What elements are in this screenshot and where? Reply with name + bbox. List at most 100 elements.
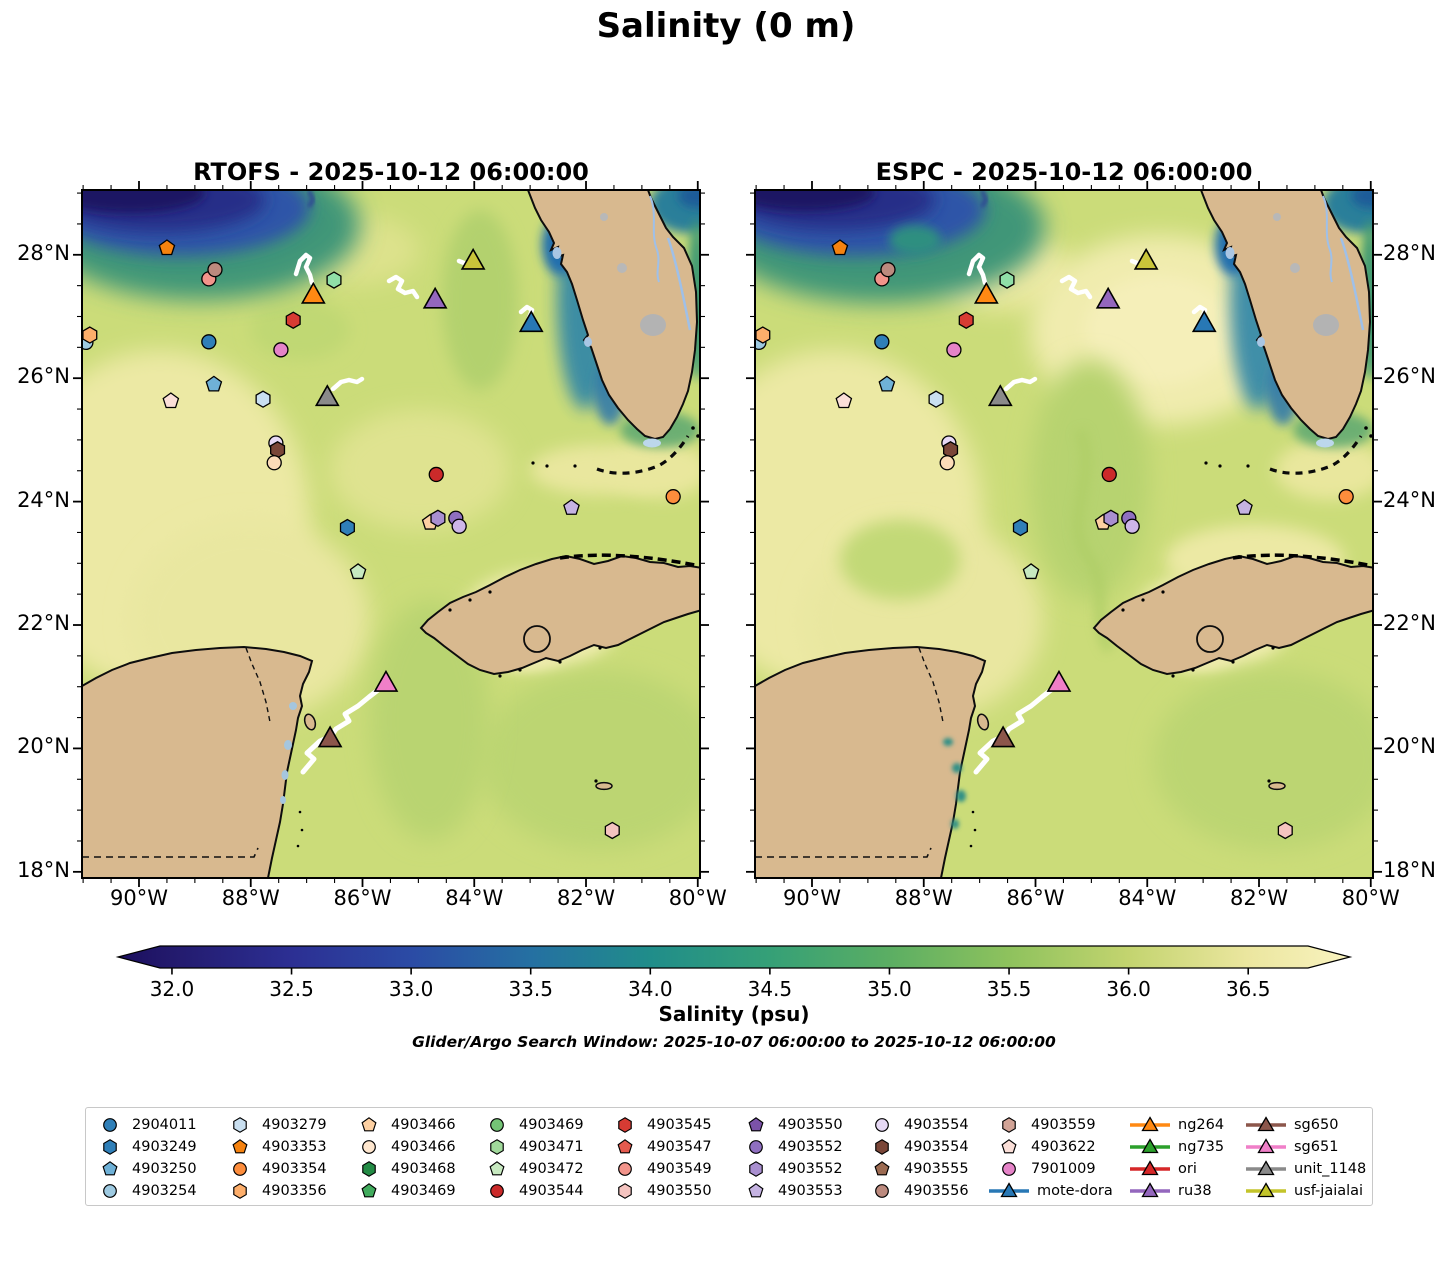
espc-panel-title: ESPC - 2025-10-12 06:00:00 <box>875 158 1253 186</box>
espc-coastal-bays <box>943 738 966 829</box>
marker-ng264 <box>973 281 999 304</box>
marker-4903471 <box>326 271 342 289</box>
marker-4903544 <box>428 466 444 483</box>
legend-marker-ru38 <box>1130 1182 1170 1198</box>
legend-label-4903279: 4903279 <box>262 1117 327 1133</box>
x-tick-label: 80°W <box>1341 886 1400 910</box>
x-tick-label: 88°W <box>221 886 280 910</box>
marker-2904011 <box>201 334 217 350</box>
legend-label-4903556: 4903556 <box>904 1183 969 1199</box>
legend-marker-4903250 <box>102 1161 118 1176</box>
legend-marker-4903468 <box>362 1161 376 1177</box>
legend-marker-sg650 <box>1246 1116 1286 1132</box>
rtofs-plot-border <box>81 189 701 879</box>
legend-marker-4903555 <box>874 1161 890 1176</box>
marker-4903466 <box>939 455 955 471</box>
marker-4903250 <box>205 375 223 392</box>
marker-4903553 <box>1236 498 1253 515</box>
colorbar-tick-label: 32.0 <box>149 977 195 1001</box>
legend-marker-4903354 <box>233 1162 247 1176</box>
colorbar-label: Salinity (psu) <box>658 1002 810 1026</box>
ng264-track <box>293 252 315 286</box>
legend-label-ng735: ng735 <box>1178 1139 1225 1155</box>
legend-marker-4903553 <box>748 1183 764 1198</box>
legend-marker-4903554 <box>875 1118 889 1132</box>
legend-label-4903254: 4903254 <box>132 1183 197 1199</box>
marker-4903554 <box>1124 518 1140 534</box>
marker-4903249 <box>339 518 355 537</box>
marker-4903545 <box>285 311 301 329</box>
x-tick-label: 84°W <box>445 886 504 910</box>
legend-label-4903555: 4903555 <box>904 1161 969 1177</box>
legend-marker-4903353 <box>232 1139 248 1154</box>
legend-marker-4903469 <box>490 1118 504 1132</box>
legend-marker-mote-dora <box>989 1182 1029 1198</box>
legend-label-4903550: 4903550 <box>778 1117 843 1133</box>
ng264-track <box>966 252 988 286</box>
marker-4903466 <box>266 455 282 471</box>
legend-label-ng264: ng264 <box>1178 1117 1225 1133</box>
sg650-sg651-track <box>973 687 1054 775</box>
legend-label-mote-dora: mote-dora <box>1037 1183 1113 1199</box>
marker-usf-jaialai <box>1133 247 1159 270</box>
colorbar-tick-label: 35.0 <box>867 977 912 1001</box>
legend-label-ori: ori <box>1178 1161 1197 1177</box>
legend-marker-4903471 <box>490 1139 504 1155</box>
marker-4903552 <box>430 509 446 528</box>
legend-marker-4903466 <box>361 1117 377 1132</box>
marker-4903356 <box>82 326 98 344</box>
legend-marker-4903356 <box>233 1183 247 1199</box>
legend-marker-unit_1148 <box>1246 1160 1286 1176</box>
marker-4903556 <box>207 261 223 278</box>
marker-4903550 <box>1277 821 1293 840</box>
y-tick-label-left: 20°N <box>17 734 70 759</box>
panel-espc <box>755 190 1373 878</box>
legend-marker-usf-jaialai <box>1246 1182 1286 1198</box>
marker-4903472 <box>1022 563 1040 580</box>
legend-label-7901009: 7901009 <box>1031 1161 1096 1177</box>
y-tick-label-left: 26°N <box>17 364 70 389</box>
figure-title: Salinity (0 m) <box>596 6 856 46</box>
legend-label-4903471: 4903471 <box>519 1139 584 1155</box>
marker-4903552 <box>1103 509 1119 528</box>
colorbar-tick-label: 34.5 <box>747 977 793 1001</box>
marker-4903556 <box>880 261 896 278</box>
marker-ru38 <box>1095 286 1121 309</box>
legend-marker-4903472 <box>489 1161 505 1176</box>
search-window-subtitle: Glider/Argo Search Window: 2025-10-07 06… <box>412 1033 1056 1051</box>
legend-label-4903549: 4903549 <box>647 1161 712 1177</box>
glider-track-ne <box>386 274 420 300</box>
legend-label-4903472: 4903472 <box>519 1161 584 1177</box>
colorbar-tick-label: 36.0 <box>1106 977 1151 1001</box>
legend-label-sg651: sg651 <box>1294 1139 1339 1155</box>
legend-label-4903550: 4903550 <box>647 1183 712 1199</box>
glider-track-ne <box>1059 274 1093 300</box>
legend-label-4903250: 4903250 <box>132 1161 197 1177</box>
colorbar-tick-label: 35.5 <box>986 977 1032 1001</box>
legend-label-4903554: 4903554 <box>904 1117 969 1133</box>
legend-marker-sg651 <box>1246 1138 1286 1154</box>
legend-label-sg650: sg650 <box>1294 1117 1339 1133</box>
x-tick-label: 86°W <box>1006 886 1065 910</box>
legend-marker-4903550 <box>748 1117 764 1132</box>
y-tick-label-right: 22°N <box>1383 611 1436 635</box>
legend-marker-4903550 <box>618 1183 632 1199</box>
legend-label-4903249: 4903249 <box>132 1139 197 1155</box>
y-tick-label-left: 24°N <box>17 487 70 512</box>
marker-sg651 <box>373 669 399 692</box>
colorbar-ticks <box>171 968 1250 975</box>
marker-4903353 <box>158 239 176 256</box>
markers-rtofs <box>82 239 681 840</box>
marker-sg650 <box>990 725 1016 748</box>
legend-marker-4903466 <box>362 1140 376 1154</box>
y-tick-label-left: 18°N <box>17 857 70 882</box>
legend-label-4903547: 4903547 <box>647 1139 712 1155</box>
x-tick-label: 82°W <box>1230 886 1288 910</box>
legend-label-usf-jaialai: usf-jaialai <box>1294 1183 1364 1199</box>
marker-4903279 <box>255 390 271 408</box>
legend: 2904011 4903249 4903250 4903254 4903279 49033… <box>85 1107 1373 1206</box>
legend-label-4903354: 4903354 <box>262 1161 327 1177</box>
legend-label-4903353: 4903353 <box>262 1139 327 1155</box>
marker-unit_1148 <box>987 384 1013 407</box>
